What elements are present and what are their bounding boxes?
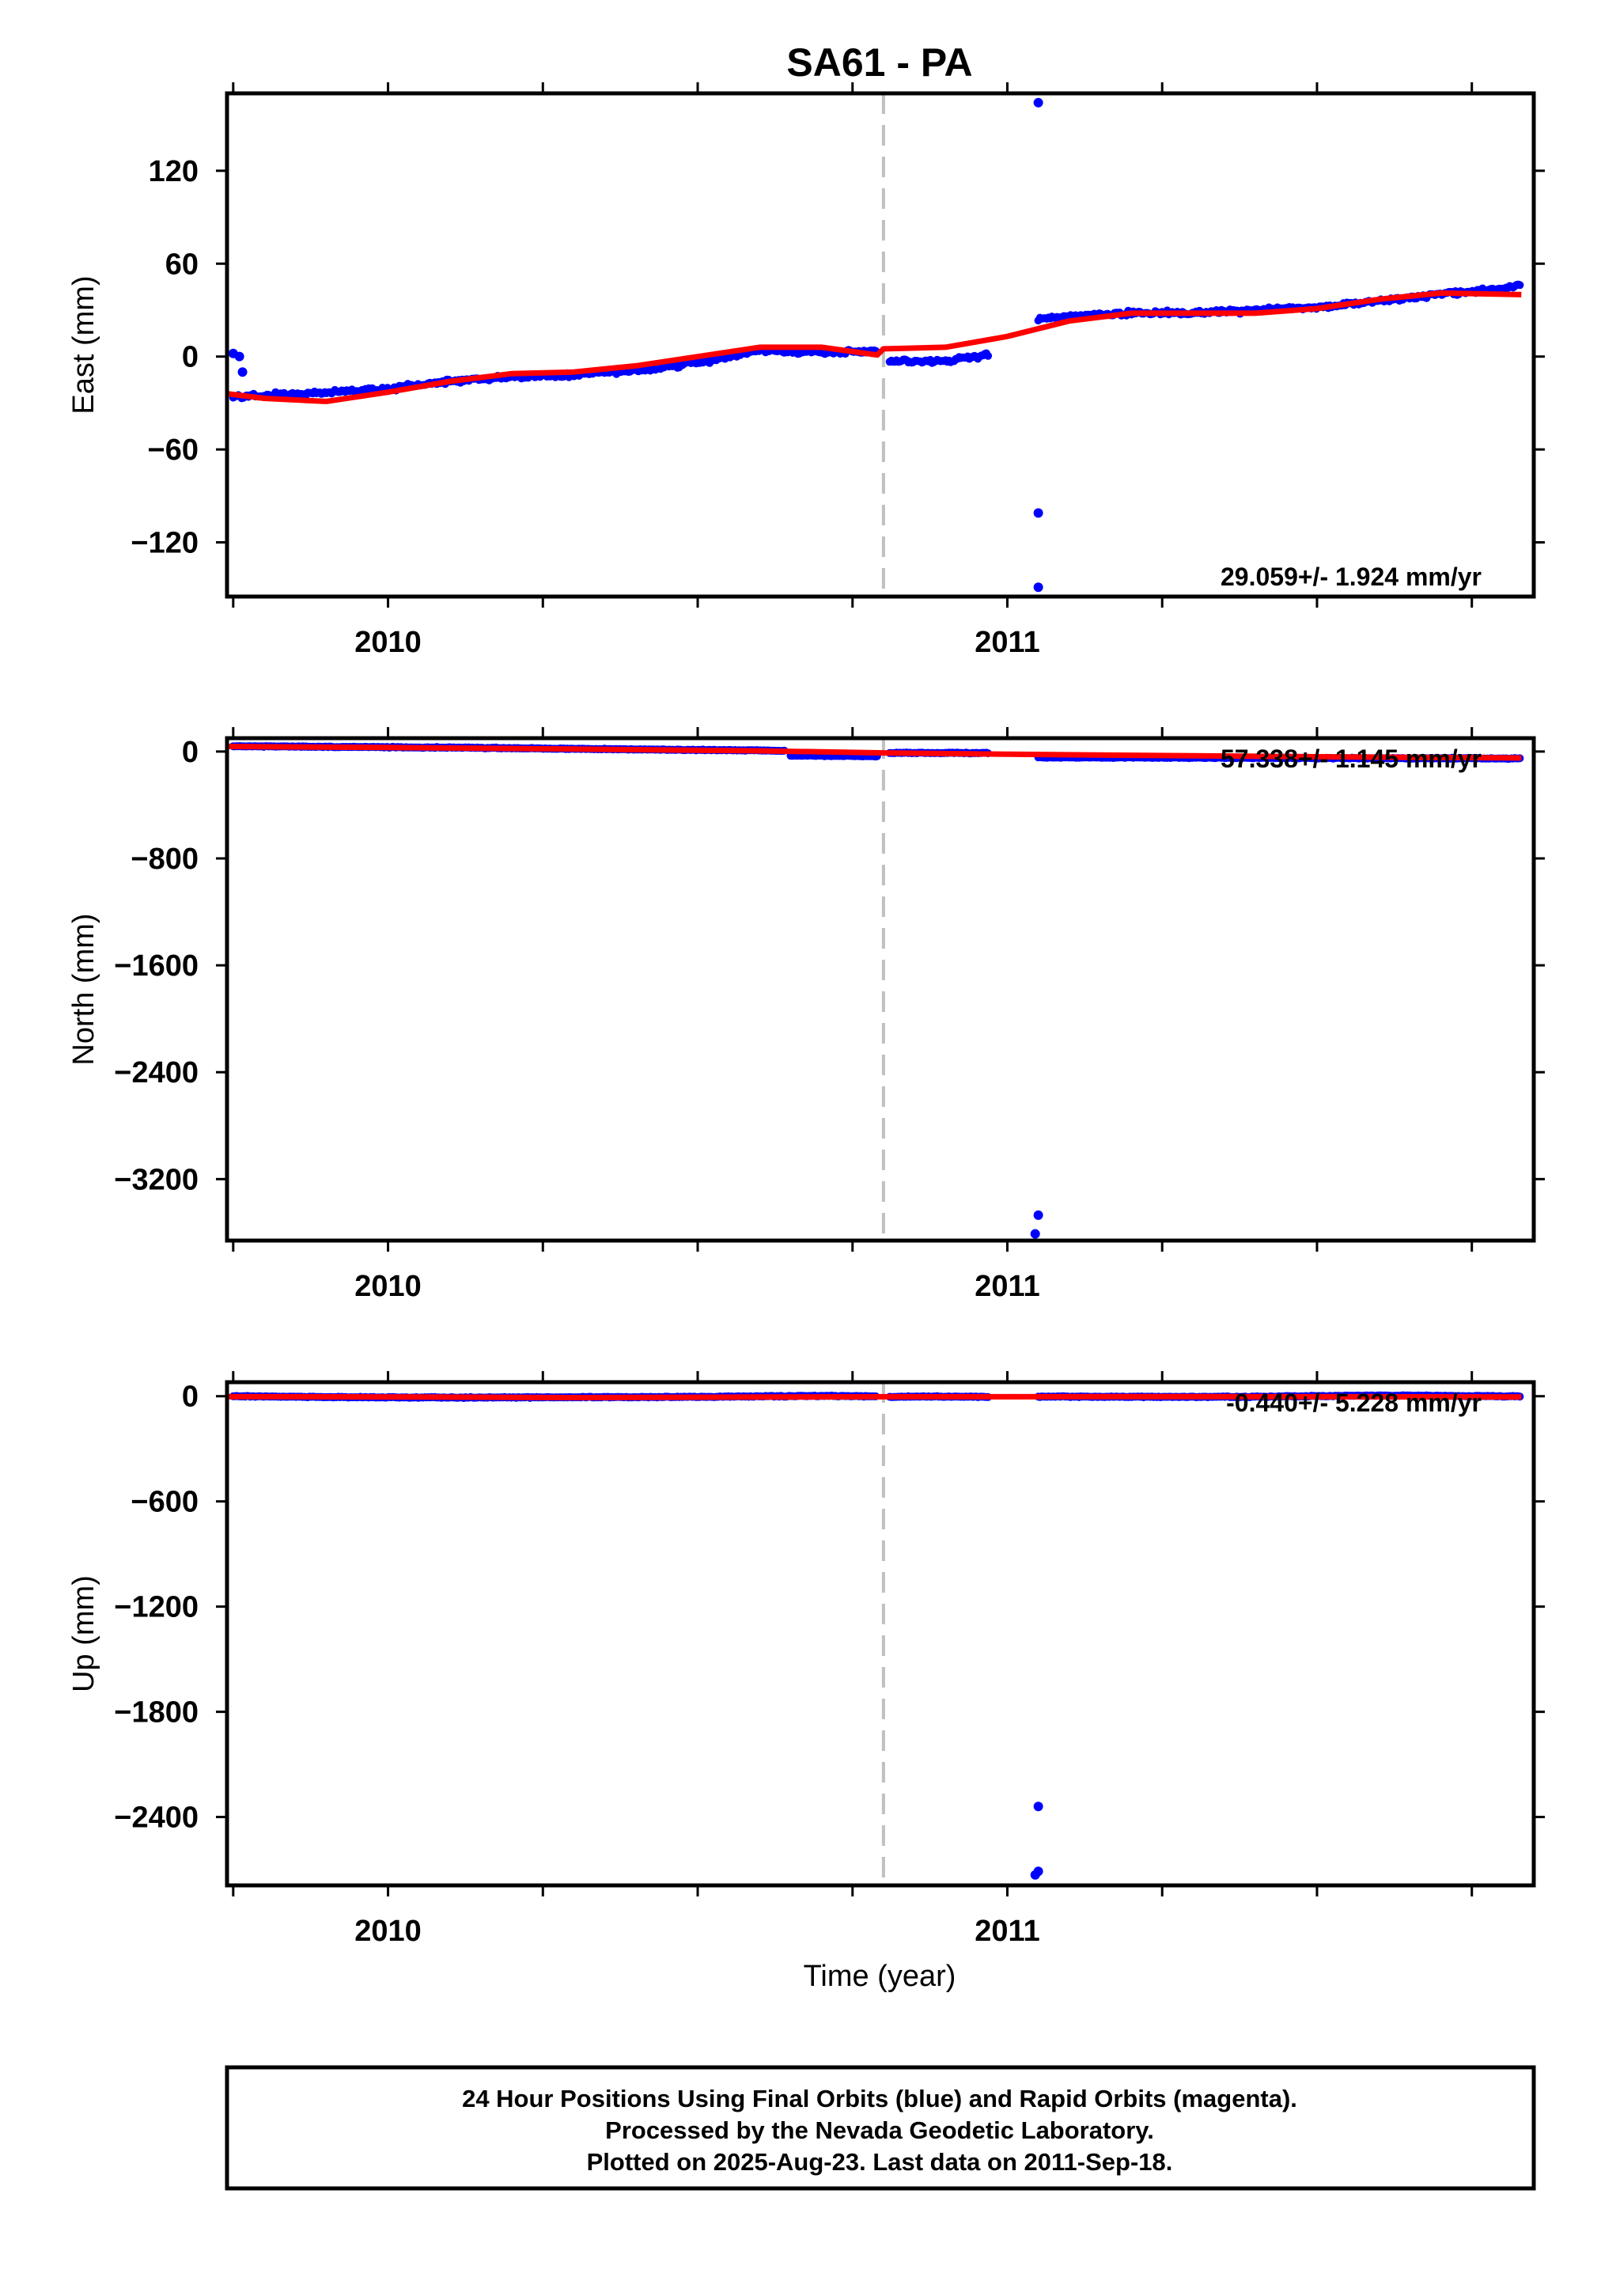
north-model-fit-line: [227, 744, 1522, 761]
up-y-tick-label-1: −1800: [114, 1696, 199, 1730]
north-rate-label: 57.338+/- 1.145 mm/yr: [1221, 744, 1482, 773]
up-y-tick-label-4: 0: [182, 1381, 199, 1414]
up-panel: −2400 −1800 −1200 −600 0 2010 2011 Up (mm) -0.44…: [67, 1371, 1545, 1948]
footer-line-2: Processed by the Nevada Geodetic Laborat…: [605, 2116, 1154, 2144]
east-outlier-point-2: [237, 367, 248, 377]
east-y-axis-label: East (mm): [67, 275, 100, 414]
chart-title: SA61 - PA: [786, 40, 972, 85]
x-axis-label: Time (year): [804, 1960, 956, 1993]
east-y-tick-label-2: 0: [182, 341, 199, 374]
up-outlier-point-0: [1033, 1802, 1043, 1812]
north-outlier-point-0: [1033, 1210, 1043, 1220]
up-y-tick-label-2: −1200: [114, 1591, 199, 1624]
east-y-tick-label-3: 60: [165, 248, 199, 281]
north-x-tick-label-1: 2011: [975, 1270, 1039, 1303]
up-y-tick-label-3: −600: [131, 1486, 199, 1519]
north-frame: [225, 736, 1536, 1243]
footer-box: 24 Hour Positions Using Final Orbits (bl…: [225, 2065, 1536, 2191]
east-panel: −120 −60 0 60 120 2010 2011 East (mm) 29.059+/- …: [67, 82, 1545, 659]
east-outlier-point-3: [1033, 97, 1043, 108]
east-rate-label: 29.059+/- 1.924 mm/yr: [1221, 563, 1482, 591]
east-x-tick-label-1: 2011: [975, 626, 1039, 659]
north-outlier-point-1: [1030, 1229, 1040, 1239]
footer-frame: [225, 2065, 1536, 2191]
up-x-tick-label-1: 2011: [975, 1915, 1039, 1948]
east-y-tick-label-4: 120: [149, 155, 199, 188]
east-model-fit-line: [227, 290, 1522, 404]
north-y-tick-label-2: −1600: [114, 949, 199, 983]
north-y-axis-label: North (mm): [67, 913, 100, 1065]
footer-line-3: Plotted on 2025-Aug-23. Last data on 201…: [587, 2148, 1173, 2176]
north-y-tick-label-0: −3200: [114, 1163, 199, 1196]
north-y-tick-label-1: −2400: [114, 1056, 199, 1089]
north-x-tick-label-0: 2010: [354, 1270, 422, 1303]
east-outlier-point-4: [1033, 508, 1043, 518]
up-outlier-point-2: [1030, 1870, 1040, 1880]
north-y-tick-label-3: −800: [131, 843, 199, 876]
east-outlier-point-1: [234, 351, 244, 362]
east-outlier-point-5: [1033, 582, 1043, 593]
up-x-tick-label-0: 2010: [354, 1915, 422, 1948]
up-y-axis-label: Up (mm): [67, 1575, 100, 1692]
up-rate-label: -0.440+/- 5.228 mm/yr: [1226, 1389, 1482, 1417]
footer-line-1: 24 Hour Positions Using Final Orbits (bl…: [462, 2085, 1297, 2112]
up-frame: [225, 1380, 1536, 1888]
east-data-point-438: [984, 351, 993, 360]
east-data-point-723: [1516, 281, 1524, 290]
east-y-tick-label-1: −60: [148, 434, 199, 467]
north-panel: −3200 −2400 −1600 −800 0 2010 2011 North (mm) 57…: [67, 727, 1545, 1303]
north-y-tick-label-4: 0: [182, 736, 199, 769]
up-y-tick-label-0: −2400: [114, 1802, 199, 1835]
up-model-fit-line: [227, 1393, 1522, 1400]
east-y-tick-label-0: −120: [131, 527, 199, 560]
east-frame: [225, 91, 1536, 599]
east-x-tick-label-0: 2010: [354, 626, 422, 659]
